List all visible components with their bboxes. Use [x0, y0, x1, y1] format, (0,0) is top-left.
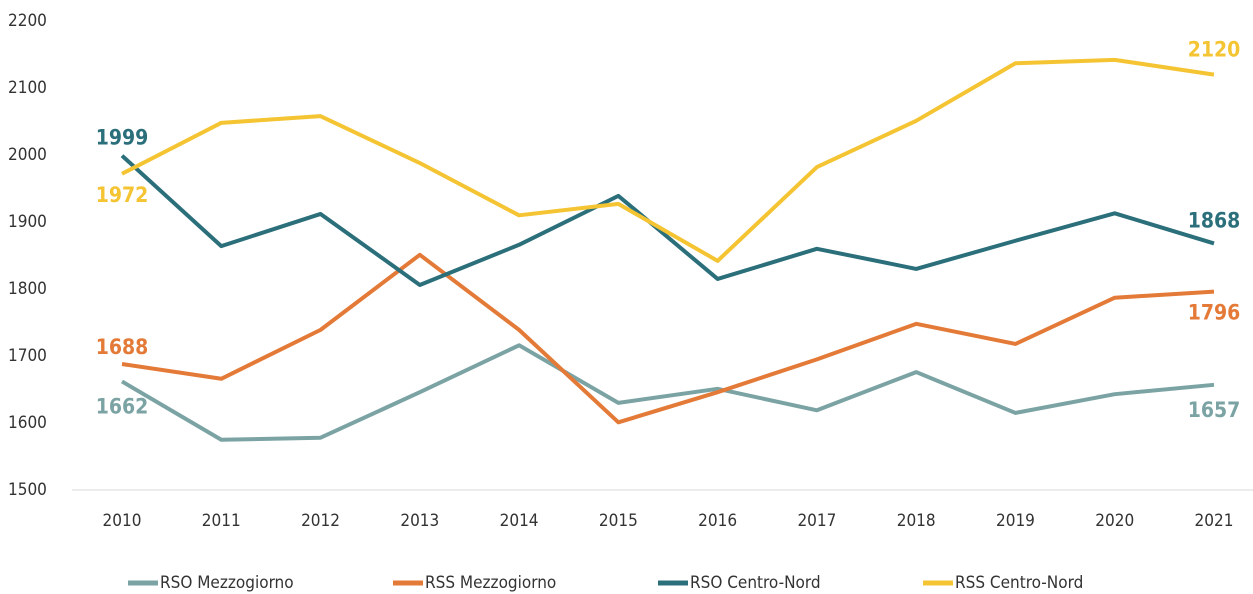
line-series [121, 252, 1215, 425]
x-tick-label: 2010 [103, 511, 142, 531]
y-tick-label: 1900 [8, 212, 47, 232]
data-label: 1657 [1188, 398, 1241, 422]
x-tick-label: 2016 [698, 511, 737, 531]
x-tick-label: 2015 [599, 511, 638, 531]
y-tick-label: 2000 [8, 145, 47, 165]
x-tick-label: 2014 [500, 511, 539, 531]
data-label: 2120 [1188, 38, 1241, 62]
line-series [120, 154, 1215, 287]
x-tick-label: 2013 [400, 511, 439, 531]
legend-label: RSO Centro-Nord [690, 573, 821, 593]
legend-label: RSS Centro-Nord [955, 573, 1083, 593]
x-tick-label: 2019 [996, 511, 1035, 531]
x-tick-label: 2012 [301, 511, 340, 531]
line-series [121, 57, 1215, 263]
data-label: 1796 [1188, 301, 1241, 325]
y-tick-label: 1500 [8, 480, 47, 500]
data-label: 1972 [96, 183, 149, 207]
x-tick-label: 2011 [202, 511, 241, 531]
x-tick-label: 2018 [897, 511, 936, 531]
x-tick-label: 2017 [797, 511, 836, 531]
data-label: 1688 [96, 335, 149, 359]
line-series [120, 343, 1215, 442]
x-tick-label: 2021 [1195, 511, 1234, 531]
y-tick-label: 2200 [8, 11, 47, 31]
legend-label: RSO Mezzogiorno [160, 573, 294, 593]
x-tick-label: 2020 [1095, 511, 1134, 531]
y-tick-label: 1700 [8, 346, 47, 366]
y-tick-label: 2100 [8, 78, 47, 98]
data-label: 1999 [96, 126, 149, 150]
data-label: 1868 [1188, 208, 1241, 232]
data-label: 1662 [96, 394, 149, 418]
y-tick-label: 1600 [8, 413, 47, 433]
legend-label: RSS Mezzogiorno [425, 573, 556, 593]
y-tick-label: 1800 [8, 279, 47, 299]
